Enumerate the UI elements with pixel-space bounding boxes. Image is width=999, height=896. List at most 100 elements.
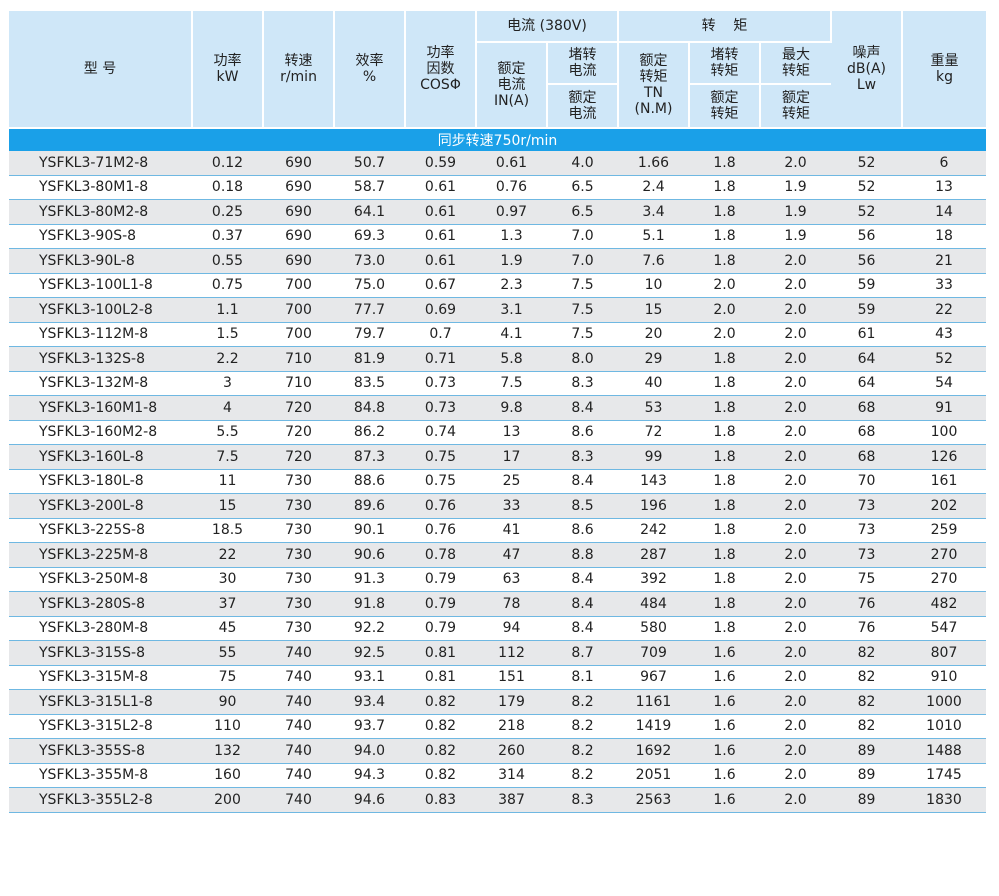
cell-efficiency: 50.7 bbox=[334, 151, 405, 176]
cell-rated-torque: 143 bbox=[618, 469, 689, 494]
cell-speed: 690 bbox=[263, 199, 334, 225]
cell-weight: 126 bbox=[902, 444, 986, 470]
cell-locked-current-ratio: 7.0 bbox=[547, 248, 618, 274]
cell-noise: 75 bbox=[831, 567, 902, 592]
cell-weight: 91 bbox=[902, 395, 986, 421]
cell-locked-torque-ratio: 1.8 bbox=[689, 616, 760, 641]
cell-max-torque-ratio: 2.0 bbox=[760, 640, 831, 666]
cell-rated-torque: 196 bbox=[618, 493, 689, 519]
cell-locked-torque-ratio: 1.8 bbox=[689, 224, 760, 249]
cell-locked-torque-ratio: 1.8 bbox=[689, 518, 760, 543]
cell-weight: 14 bbox=[902, 199, 986, 225]
cell-model: YSFKL3-132S-8 bbox=[9, 346, 192, 372]
cell-power: 4 bbox=[192, 395, 263, 421]
cell-rated-current: 33 bbox=[476, 493, 547, 519]
cell-rated-current: 260 bbox=[476, 738, 547, 764]
cell-rated-torque: 40 bbox=[618, 371, 689, 396]
cell-weight: 43 bbox=[902, 322, 986, 347]
cell-speed: 690 bbox=[263, 248, 334, 274]
header-locked-torque-line2: 转矩 bbox=[710, 63, 739, 79]
cell-locked-torque-ratio: 1.8 bbox=[689, 371, 760, 396]
cell-rated-current: 9.8 bbox=[476, 395, 547, 421]
cell-locked-torque-ratio: 1.8 bbox=[689, 444, 760, 470]
cell-noise: 82 bbox=[831, 689, 902, 715]
motor-spec-table: 型 号 功率 kW 转速 r/min 效率% 功率 因数 COSΦ 电流 (380V) … bbox=[9, 11, 986, 813]
cell-weight: 1010 bbox=[902, 714, 986, 739]
cell-model: YSFKL3-225S-8 bbox=[9, 518, 192, 543]
header-locked-current-sub: 额定 电流 bbox=[547, 84, 619, 129]
header-rated-current-line1: 额定 bbox=[497, 61, 526, 77]
cell-power-factor: 0.69 bbox=[405, 297, 476, 323]
table-row: YSFKL3-132M-8 3 710 83.5 0.73 7.5 8.3 40 1.8 2.0 6… bbox=[9, 371, 986, 396]
table-row: YSFKL3-100L1-8 0.75 700 75.0 0.67 2.3 7.5 10 2.0… bbox=[9, 273, 986, 298]
cell-speed: 740 bbox=[263, 787, 334, 813]
header-noise: 噪声 dB(A) Lw bbox=[831, 11, 903, 129]
cell-speed: 690 bbox=[263, 151, 334, 176]
cell-rated-torque: 7.6 bbox=[618, 248, 689, 274]
cell-speed: 730 bbox=[263, 567, 334, 592]
cell-weight: 13 bbox=[902, 175, 986, 200]
cell-noise: 68 bbox=[831, 395, 902, 421]
cell-weight: 33 bbox=[902, 273, 986, 298]
cell-rated-torque: 5.1 bbox=[618, 224, 689, 249]
cell-power-factor: 0.82 bbox=[405, 714, 476, 739]
cell-rated-torque: 15 bbox=[618, 297, 689, 323]
cell-locked-torque-ratio: 1.6 bbox=[689, 689, 760, 715]
cell-weight: 22 bbox=[902, 297, 986, 323]
cell-locked-current-ratio: 4.0 bbox=[547, 151, 618, 176]
cell-max-torque-ratio: 2.0 bbox=[760, 714, 831, 739]
spec-table-container: 型 号 功率 kW 转速 r/min 效率% 功率 因数 COSΦ 电流 (380V) … bbox=[9, 11, 986, 813]
cell-power-factor: 0.61 bbox=[405, 175, 476, 200]
cell-power-factor: 0.71 bbox=[405, 346, 476, 372]
cell-efficiency: 73.0 bbox=[334, 248, 405, 274]
cell-rated-current: 78 bbox=[476, 591, 547, 617]
cell-locked-current-ratio: 8.2 bbox=[547, 763, 618, 788]
cell-speed: 690 bbox=[263, 175, 334, 200]
table-row: YSFKL3-160L-8 7.5 720 87.3 0.75 17 8.3 99 1.8 2.0… bbox=[9, 444, 986, 470]
header-power-unit: kW bbox=[216, 69, 239, 85]
header-current-group: 电流 (380V) bbox=[476, 11, 619, 43]
cell-rated-current: 25 bbox=[476, 469, 547, 494]
cell-weight: 270 bbox=[902, 567, 986, 592]
cell-locked-current-ratio: 8.4 bbox=[547, 395, 618, 421]
cell-rated-current: 4.1 bbox=[476, 322, 547, 347]
cell-max-torque-ratio: 2.0 bbox=[760, 763, 831, 788]
header-locked-torque-sub-line2: 转矩 bbox=[710, 106, 739, 122]
cell-rated-torque: 580 bbox=[618, 616, 689, 641]
cell-power: 1.1 bbox=[192, 297, 263, 323]
cell-model: YSFKL3-280M-8 bbox=[9, 616, 192, 641]
cell-weight: 1830 bbox=[902, 787, 986, 813]
header-max-torque-sub: 额定 转矩 bbox=[760, 84, 831, 129]
cell-model: YSFKL3-71M2-8 bbox=[9, 151, 192, 176]
cell-locked-torque-ratio: 1.6 bbox=[689, 787, 760, 813]
cell-locked-torque-ratio: 1.8 bbox=[689, 151, 760, 176]
cell-power: 7.5 bbox=[192, 444, 263, 470]
header-rated-torque-line2: 转矩 bbox=[639, 69, 668, 85]
cell-model: YSFKL3-160M1-8 bbox=[9, 395, 192, 421]
cell-max-torque-ratio: 2.0 bbox=[760, 542, 831, 568]
cell-power: 37 bbox=[192, 591, 263, 617]
cell-power: 160 bbox=[192, 763, 263, 788]
cell-model: YSFKL3-355M-8 bbox=[9, 763, 192, 788]
cell-efficiency: 90.6 bbox=[334, 542, 405, 568]
cell-model: YSFKL3-355L2-8 bbox=[9, 787, 192, 813]
cell-max-torque-ratio: 2.0 bbox=[760, 444, 831, 470]
cell-power-factor: 0.75 bbox=[405, 469, 476, 494]
cell-speed: 740 bbox=[263, 714, 334, 739]
cell-locked-current-ratio: 8.6 bbox=[547, 420, 618, 445]
cell-noise: 56 bbox=[831, 248, 902, 274]
header-model: 型 号 bbox=[9, 11, 193, 129]
cell-rated-current: 94 bbox=[476, 616, 547, 641]
cell-rated-torque: 29 bbox=[618, 346, 689, 372]
header-rated-current-line3: IN(A) bbox=[493, 93, 530, 109]
cell-locked-current-ratio: 8.1 bbox=[547, 665, 618, 690]
cell-max-torque-ratio: 1.9 bbox=[760, 224, 831, 249]
cell-speed: 720 bbox=[263, 420, 334, 445]
cell-locked-current-ratio: 8.5 bbox=[547, 493, 618, 519]
header-max-torque-line1: 最大 bbox=[782, 47, 810, 63]
cell-noise: 76 bbox=[831, 616, 902, 641]
cell-weight: 1745 bbox=[902, 763, 986, 788]
cell-noise: 59 bbox=[831, 273, 902, 298]
cell-model: YSFKL3-90L-8 bbox=[9, 248, 192, 274]
cell-rated-torque: 2563 bbox=[618, 787, 689, 813]
